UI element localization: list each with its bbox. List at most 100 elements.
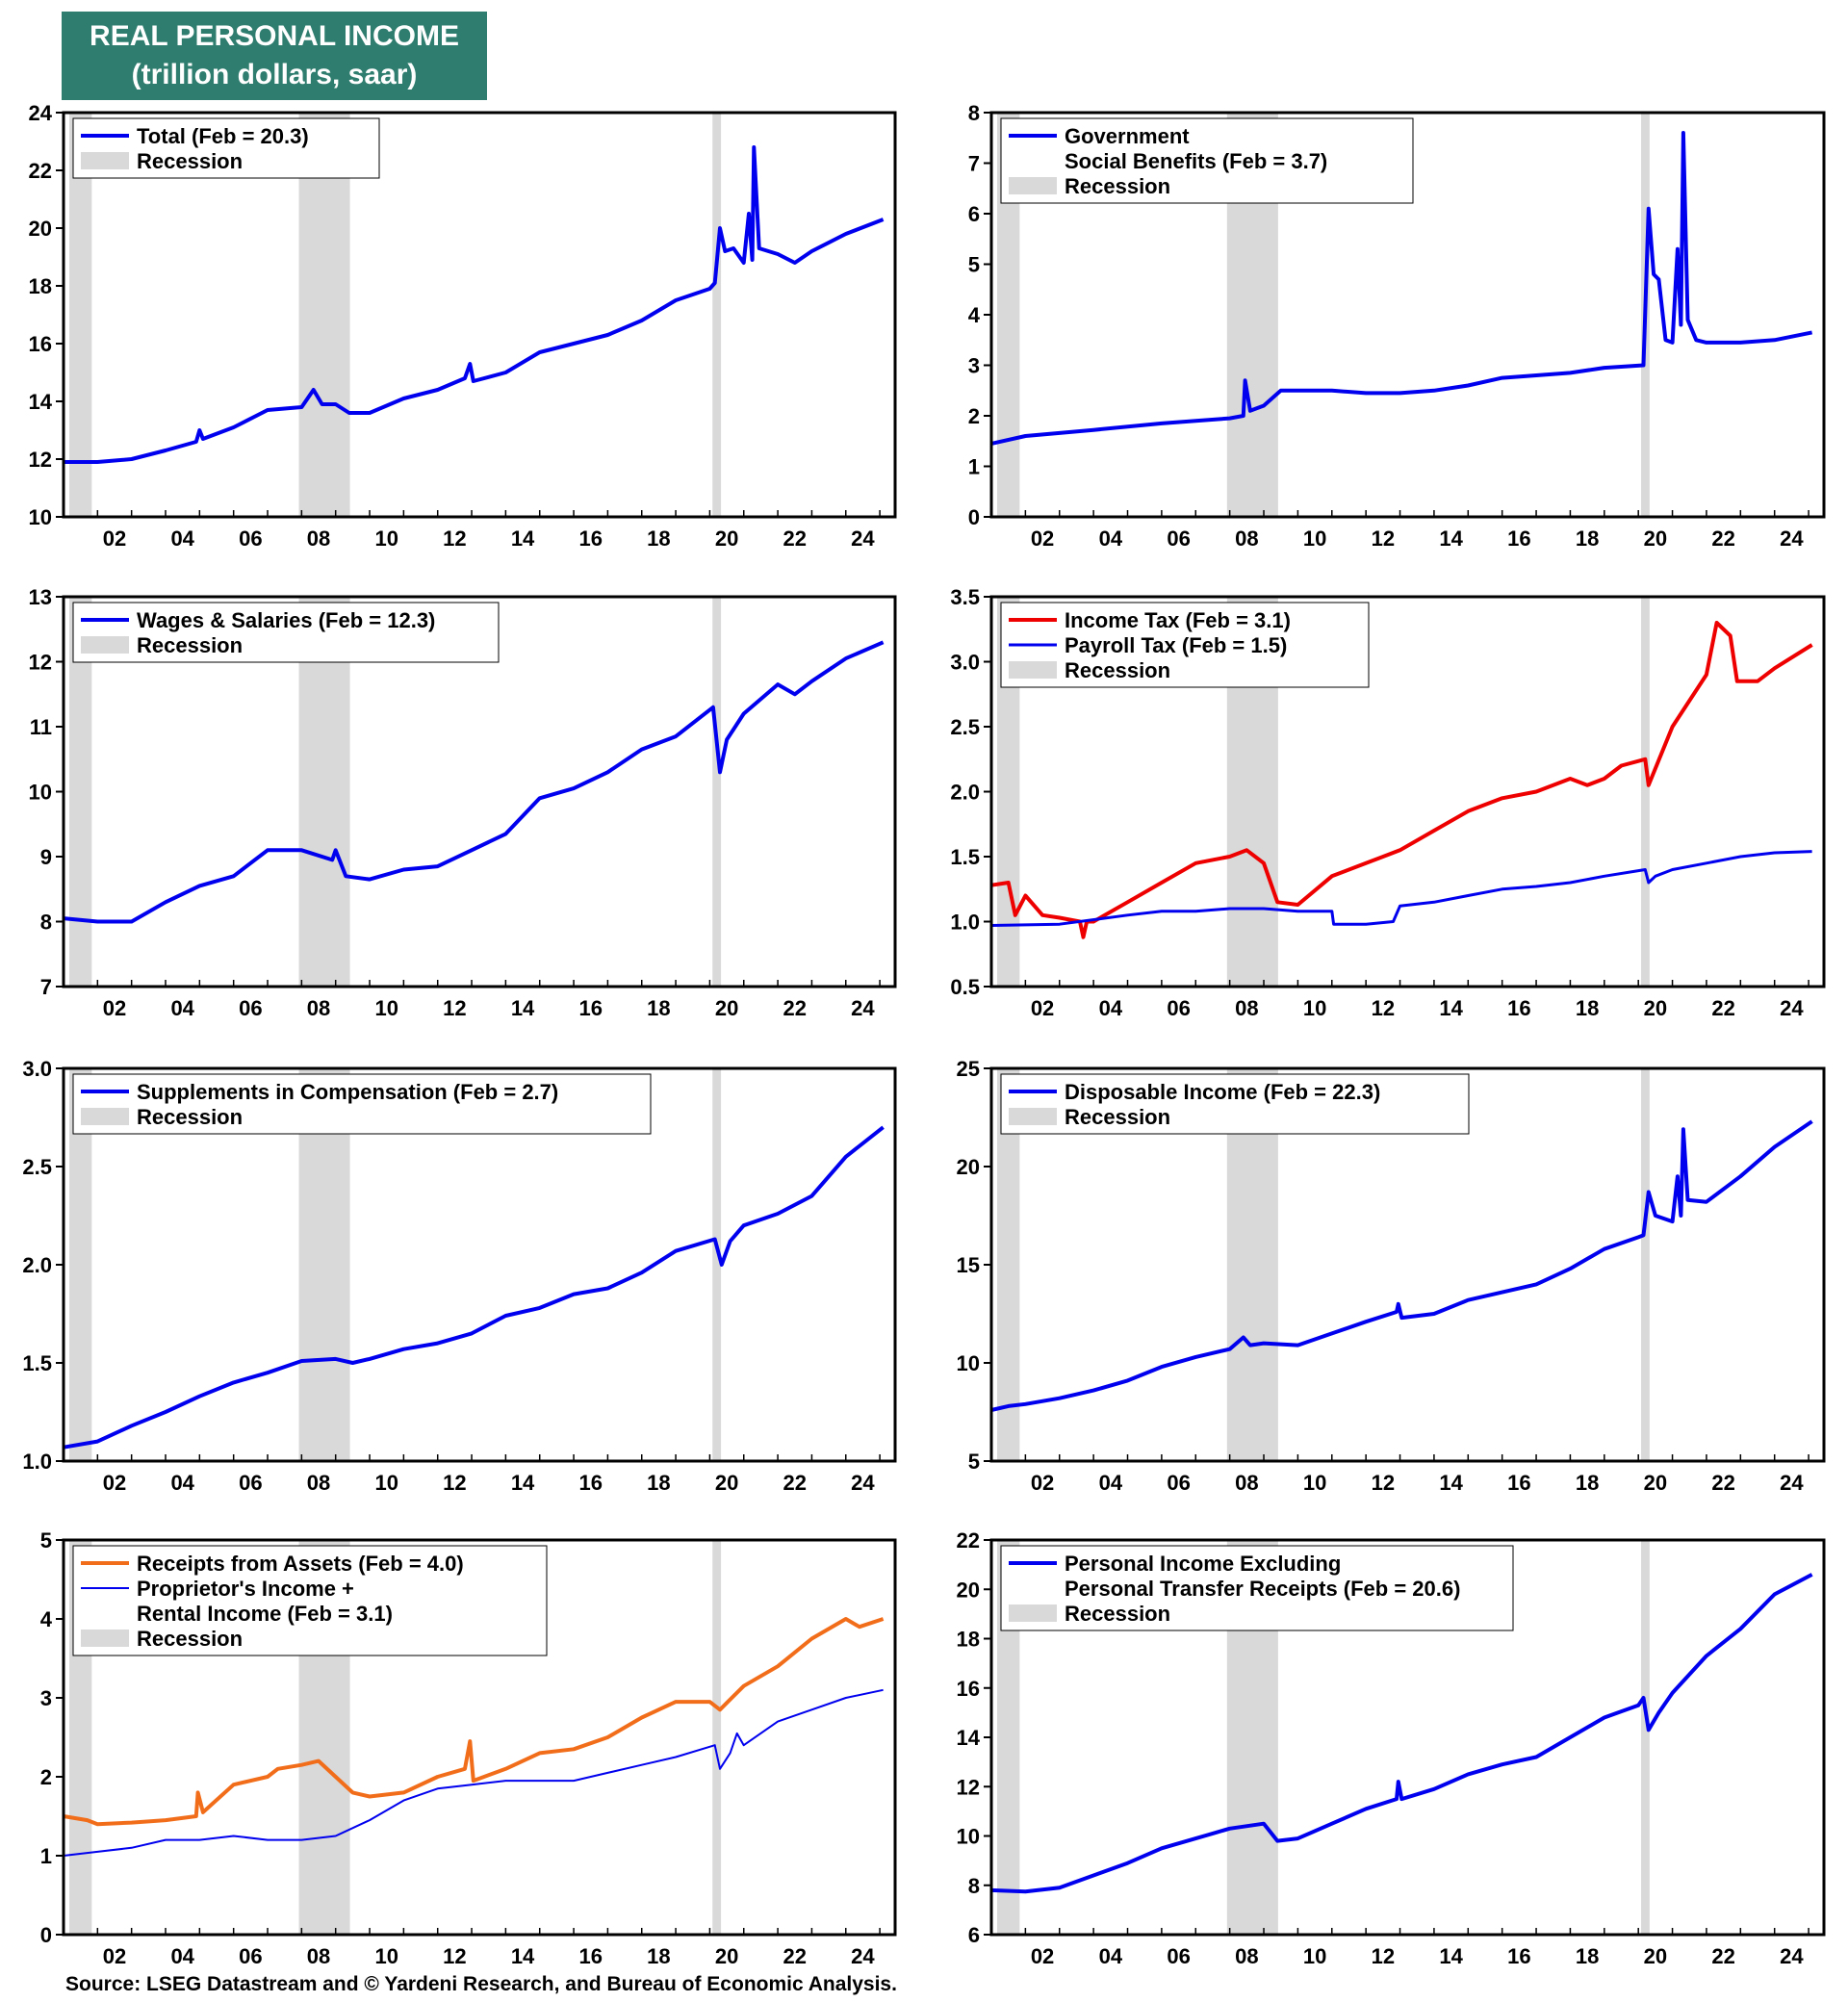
x-tick-label: 22 [1711,996,1734,1020]
x-tick-label: 22 [783,526,807,551]
plot-frame [62,111,897,519]
legend-swatch-recession [81,1630,129,1647]
x-tick-label: 06 [239,526,262,551]
legend-label: Proprietor's Income + [137,1577,354,1601]
recession-band-3 [1641,597,1650,987]
y-tick-label: 20 [957,1155,980,1179]
y-tick-label: 18 [957,1628,980,1652]
x-tick-label: 08 [307,1944,330,1968]
series-line-2 [63,1688,884,1857]
x-tick-label: 10 [1303,1944,1326,1968]
legend-label: Receipts from Assets (Feb = 4.0) [137,1552,464,1576]
chart-panel-4: 0.5 1.0 1.5 2.0 2.5 3.0 3.5 02 04 06 08 10 12 14 16 18 2… [950,585,1826,1020]
x-tick-label: 18 [1576,996,1599,1020]
x-tick-label: 24 [1780,1471,1804,1495]
legend-label: Recession [137,1627,243,1651]
y-tick-label: 16 [957,1677,980,1701]
x-tick-label: 04 [1099,1944,1123,1968]
x-tick-label: 10 [1303,996,1326,1020]
x-tick-label: 14 [511,1944,535,1968]
x-tick-label: 18 [1576,1471,1599,1495]
x-tick-label: 16 [1507,1944,1530,1968]
y-tick-label: 12 [29,651,52,675]
x-tick-label: 04 [170,1471,194,1495]
legend-label: Social Benefits (Feb = 3.7) [1065,149,1327,173]
x-tick-label: 02 [103,1471,126,1495]
plot-frame [989,1066,1826,1463]
x-tick-label: 10 [374,1944,398,1968]
y-tick-label: 8 [40,911,52,935]
recession-band-1 [997,597,1020,987]
legend-label: Recession [137,633,243,657]
legend-box [1000,117,1414,204]
y-tick-label: 25 [957,1057,980,1081]
y-tick-label: 2.0 [950,781,980,805]
legend-box [1000,1545,1514,1631]
y-tick-label: 1.5 [950,845,980,869]
x-tick-label: 02 [103,1944,126,1968]
x-tick-label: 06 [1167,996,1190,1020]
y-tick-label: 5 [968,253,980,277]
legend-swatch-recession [1009,177,1057,194]
y-tick-label: 10 [29,505,52,529]
legend-box [72,602,500,663]
x-tick-label: 06 [1167,526,1190,551]
x-tick-label: 08 [307,1471,330,1495]
x-tick-label: 14 [1439,1944,1463,1968]
x-tick-label: 08 [1235,1944,1258,1968]
x-tick-label: 08 [1235,1471,1258,1495]
x-tick-label: 10 [374,1471,398,1495]
x-tick-label: 02 [1031,1471,1054,1495]
series-line-1 [63,640,885,924]
x-tick-label: 18 [1576,1944,1599,1968]
legend-label: Rental Income (Feb = 3.1) [137,1602,393,1626]
recession-band-1 [997,1068,1020,1461]
x-tick-label: 24 [851,526,875,551]
series-line-1 [990,131,1812,446]
series-line-1 [990,1119,1813,1412]
x-tick-label: 12 [443,526,466,551]
plot-frame [62,595,897,988]
x-tick-label: 08 [1235,526,1258,551]
x-tick-label: 16 [578,1471,602,1495]
x-tick-label: 18 [647,996,670,1020]
x-tick-label: 22 [1711,1471,1734,1495]
y-tick-label: 3 [40,1686,52,1710]
x-tick-label: 20 [1644,1944,1667,1968]
y-tick-label: 1 [968,455,980,479]
x-tick-label: 14 [511,996,535,1020]
x-tick-label: 16 [578,526,602,551]
x-tick-label: 04 [1099,526,1123,551]
x-tick-label: 16 [1507,526,1530,551]
x-tick-label: 24 [1780,1944,1804,1968]
x-tick-label: 22 [783,996,807,1020]
legend-swatch-recession [1009,661,1057,679]
recession-band-1 [69,597,92,987]
x-tick-label: 18 [647,1471,670,1495]
y-tick-label: 8 [968,101,980,125]
y-tick-label: 0 [968,505,980,529]
y-tick-label: 20 [957,1578,980,1602]
y-tick-label: 7 [968,152,980,176]
legend: Receipts from Assets (Feb = 4.0)Propriet… [72,1545,548,1656]
chart-panel-5: 1.0 1.5 2.0 2.5 3.0 02 04 06 08 10 12 14 16 18 20 22 24 S… [22,1057,897,1495]
y-tick-label: 3.0 [950,651,980,675]
y-tick-label: 2.5 [22,1155,52,1179]
x-tick-label: 06 [1167,1471,1190,1495]
y-tick-label: 22 [957,1528,980,1553]
y-tick-label: 11 [30,715,52,739]
x-tick-label: 02 [103,526,126,551]
x-tick-label: 06 [239,996,262,1020]
recession-band-2 [298,113,350,517]
x-tick-label: 12 [443,996,466,1020]
legend-swatch-recession [1009,1108,1057,1125]
legend-swatch-recession [81,152,129,169]
y-tick-label: 5 [968,1450,980,1474]
recession-band-1 [69,113,92,517]
x-tick-label: 04 [170,996,194,1020]
title-line-1: REAL PERSONAL INCOME [90,20,459,52]
x-tick-label: 16 [1507,996,1530,1020]
x-tick-label: 22 [1711,526,1734,551]
